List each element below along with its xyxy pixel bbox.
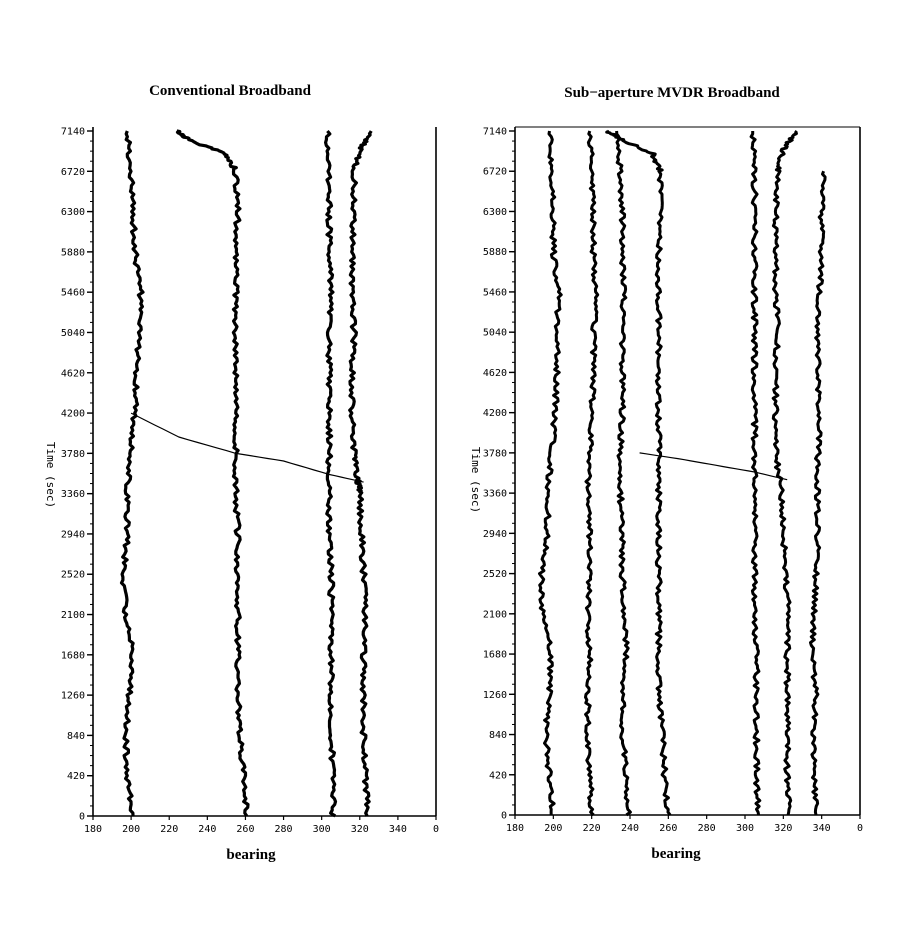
y-tick-label: 0 xyxy=(501,811,507,822)
y-tick-label: 1260 xyxy=(61,691,85,702)
y-tick-label: 6300 xyxy=(483,207,507,218)
x-tick-label: 180 xyxy=(506,823,524,834)
x-tick-label: 340 xyxy=(813,823,831,834)
y-tick-label: 6720 xyxy=(61,167,85,178)
x-tick-label: 300 xyxy=(736,823,754,834)
y-tick-label: 6300 xyxy=(61,207,85,218)
y-tick-label: 3780 xyxy=(483,448,507,459)
y-tick-label: 4620 xyxy=(483,368,507,379)
y-tick-label: 4200 xyxy=(61,409,85,420)
series-track-2 xyxy=(615,130,632,817)
x-tick-label: 220 xyxy=(583,823,601,834)
y-tick-label: 840 xyxy=(489,730,507,741)
y-tick-label: 5880 xyxy=(61,247,85,258)
x-tick-label: 340 xyxy=(389,824,407,835)
y-tick-label: 5880 xyxy=(483,247,507,258)
series-track-5 xyxy=(771,130,798,816)
x-tick-label: 260 xyxy=(236,824,254,835)
series-track-1 xyxy=(119,130,145,817)
panel-mvdr: Sub−aperture MVDR Broadband bearing Time… xyxy=(469,85,863,862)
y-tick-label: 840 xyxy=(67,731,85,742)
x-tick-label: 240 xyxy=(198,824,216,835)
y-tick-label: 2520 xyxy=(61,570,85,581)
chart-title: Conventional Broadband xyxy=(149,83,312,99)
y-tick-label: 0 xyxy=(79,812,85,823)
y-tick-label: 4620 xyxy=(61,368,85,379)
y-tick-label: 6720 xyxy=(483,167,507,178)
x-tick-label: 0 xyxy=(433,824,439,835)
x-tick-label: 180 xyxy=(84,824,102,835)
x-tick-label: 220 xyxy=(160,824,178,835)
series-track-6 xyxy=(809,170,827,816)
y-axis-label: Time (sec) xyxy=(44,442,57,508)
y-tick-label: 1680 xyxy=(483,650,507,661)
y-tick-label: 2100 xyxy=(61,610,85,621)
x-tick-label: 0 xyxy=(857,823,863,834)
y-tick-label: 2940 xyxy=(483,529,507,540)
x-tick-label: 260 xyxy=(659,823,677,834)
y-tick-label: 5460 xyxy=(61,288,85,299)
y-tick-label: 5040 xyxy=(61,328,85,339)
y-tick-label: 1680 xyxy=(61,650,85,661)
series-track-4 xyxy=(348,130,373,817)
y-axis-label: Time (sec) xyxy=(469,447,482,513)
x-tick-label: 280 xyxy=(275,824,293,835)
y-tick-label: 2940 xyxy=(61,529,85,540)
series-track-3 xyxy=(605,129,672,816)
y-tick-label: 2100 xyxy=(483,609,507,620)
y-tick-label: 3360 xyxy=(483,489,507,500)
panel-conventional: Conventional Broadband bearing Time (sec… xyxy=(44,83,439,863)
y-tick-label: 7140 xyxy=(483,127,507,138)
chart-title: Sub−aperture MVDR Broadband xyxy=(564,85,780,101)
series-crossing xyxy=(130,412,364,483)
y-tick-label: 2520 xyxy=(483,569,507,580)
series-track-1 xyxy=(538,130,563,816)
y-tick-label: 1260 xyxy=(483,690,507,701)
y-tick-label: 3360 xyxy=(61,489,85,500)
x-tick-label: 320 xyxy=(351,824,369,835)
y-tick-label: 5040 xyxy=(483,328,507,339)
x-tick-label: 280 xyxy=(698,823,716,834)
x-tick-label: 200 xyxy=(122,824,140,835)
x-tick-label: 200 xyxy=(544,823,562,834)
x-axis-label: bearing xyxy=(651,846,701,862)
x-tick-label: 320 xyxy=(774,823,792,834)
x-tick-label: 240 xyxy=(621,823,639,834)
y-tick-label: 7140 xyxy=(61,127,85,138)
x-tick-label: 300 xyxy=(313,824,331,835)
series-track-2 xyxy=(175,129,250,817)
x-axis-label: bearing xyxy=(226,847,276,863)
y-tick-label: 5460 xyxy=(483,287,507,298)
y-tick-label: 3780 xyxy=(61,449,85,460)
series-track-7 xyxy=(584,130,600,817)
y-tick-label: 420 xyxy=(489,770,507,781)
y-tick-label: 420 xyxy=(67,771,85,782)
series-track-4 xyxy=(749,131,762,816)
y-tick-label: 4200 xyxy=(483,408,507,419)
series-crossing xyxy=(639,452,788,481)
